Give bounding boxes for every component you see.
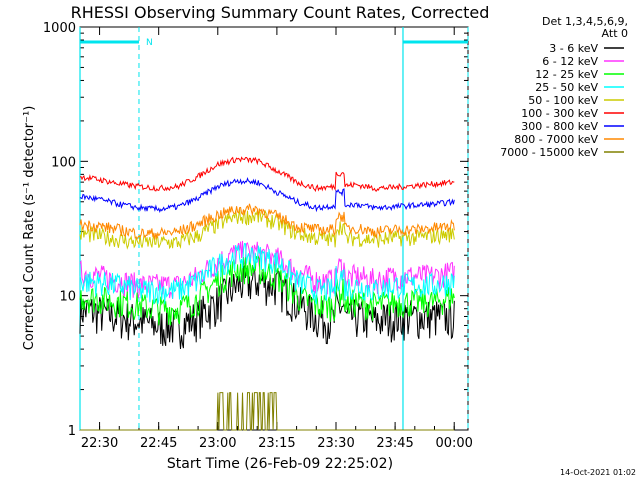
legend-label-1: 6 - 12 keV xyxy=(542,55,598,68)
series-line-12-25- xyxy=(79,255,455,326)
daylight-bar-label: N xyxy=(146,38,153,48)
legend-label-7: 800 - 7000 keV xyxy=(514,133,598,146)
series-line-100-300- xyxy=(79,156,455,193)
x-tick-label-1: 22:45 xyxy=(140,436,177,451)
legend-header-line-1: Det 1,3,4,5,6,9, xyxy=(542,15,628,28)
plot-frame xyxy=(79,26,469,431)
legend-label-2: 12 - 25 keV xyxy=(535,68,598,81)
x-tick-label-5: 23:45 xyxy=(376,436,413,451)
y-axis-label: Corrected Count Rate (s⁻¹ detector⁻¹) xyxy=(22,106,37,351)
legend-label-8: 7000 - 15000 keV xyxy=(500,146,598,159)
legend-header-line-2: Att 0 xyxy=(602,27,628,40)
legend-label-5: 100 - 300 keV xyxy=(521,107,598,120)
x-tick-label-2: 23:00 xyxy=(199,436,236,451)
y-tick-label-0: 1 xyxy=(68,424,76,439)
series-line-7000-15000- xyxy=(80,392,455,431)
x-tick-label-4: 23:30 xyxy=(317,436,354,451)
series-line-800-7000- xyxy=(79,203,455,240)
series-line-25-50- xyxy=(79,243,455,305)
legend-label-3: 25 - 50 keV xyxy=(535,81,598,94)
legend-label-6: 300 - 800 keV xyxy=(521,120,598,133)
chart-title: RHESSI Observing Summary Count Rates, Co… xyxy=(71,3,490,22)
series-line-3-6- xyxy=(79,265,455,350)
legend-label-0: 3 - 6 keV xyxy=(549,42,598,55)
series-line-50-100- xyxy=(79,209,455,250)
series-line-300-800- xyxy=(79,176,455,214)
y-tick-label-2: 100 xyxy=(51,155,76,170)
x-tick-label-6: 00:00 xyxy=(435,436,472,451)
x-axis-label: Start Time (26-Feb-09 22:25:02) xyxy=(167,456,393,472)
series-line-6-12- xyxy=(79,240,455,299)
y-tick-label-1: 10 xyxy=(59,290,76,305)
generation-timestamp: 14-Oct-2021 01:02 xyxy=(560,468,636,477)
y-tick-label-3: 1000 xyxy=(43,21,76,36)
x-tick-label-3: 23:15 xyxy=(258,436,295,451)
x-tick-label-0: 22:30 xyxy=(81,436,118,451)
legend-label-4: 50 - 100 keV xyxy=(528,94,598,107)
